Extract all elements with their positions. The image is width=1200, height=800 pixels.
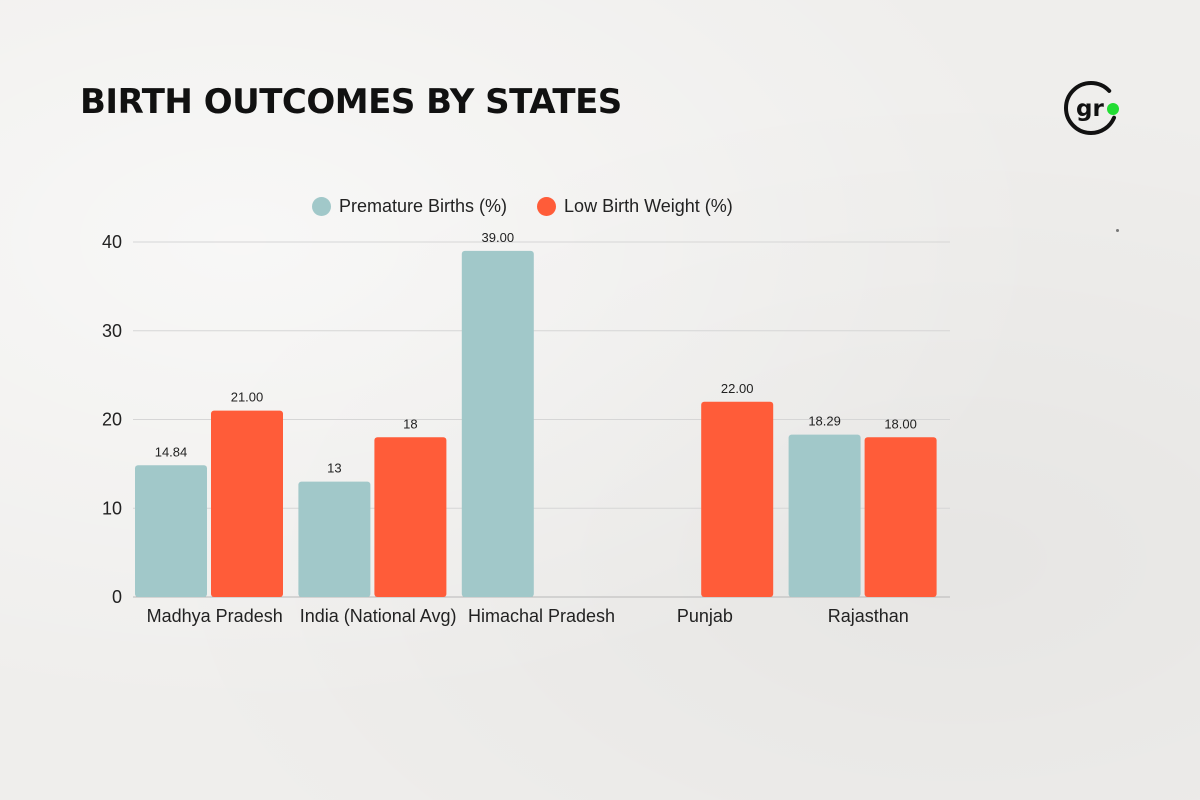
bar [298,481,371,597]
legend-item-premature: Premature Births (%) [312,196,507,217]
bar [788,434,861,597]
x-category-label: Punjab [677,606,733,626]
logo-text: gr [1076,96,1104,122]
bar [135,465,207,597]
paper-speck [1116,229,1119,232]
bar [461,250,534,597]
legend-item-low-birth-weight: Low Birth Weight (%) [537,196,733,217]
data-label: 13 [327,461,341,476]
y-tick-label: 30 [102,321,122,341]
brand-logo: gr [1064,81,1119,135]
y-tick-label: 20 [102,410,122,430]
logo-dot [1107,103,1119,115]
bar [864,437,937,597]
legend-swatch-premature [312,197,331,216]
x-category-label: Rajasthan [828,606,909,626]
data-label: 21.00 [231,390,264,405]
bar [701,401,774,597]
data-label: 22.00 [721,381,754,396]
data-label: 18 [403,416,417,431]
chart-legend: Premature Births (%) Low Birth Weight (%… [312,196,733,217]
chart-title: BIRTH OUTCOMES BY STATES [80,82,622,122]
x-category-label: Madhya Pradesh [147,606,283,626]
x-category-label: India (National Avg) [300,606,457,626]
legend-swatch-low-birth-weight [537,197,557,216]
data-label: 18.00 [884,416,917,431]
y-tick-label: 40 [102,232,122,252]
data-label: 14.84 [155,444,188,459]
data-label: 39.00 [482,230,515,245]
y-tick-label: 10 [102,498,122,518]
legend-label-premature: Premature Births (%) [339,196,508,216]
legend-label-low-birth-weight: Low Birth Weight (%) [564,196,733,216]
data-label: 18.29 [808,414,841,429]
bar [374,437,447,597]
x-category-label: Himachal Pradesh [468,606,615,626]
y-tick-label: 0 [112,587,122,607]
bar [211,410,283,597]
